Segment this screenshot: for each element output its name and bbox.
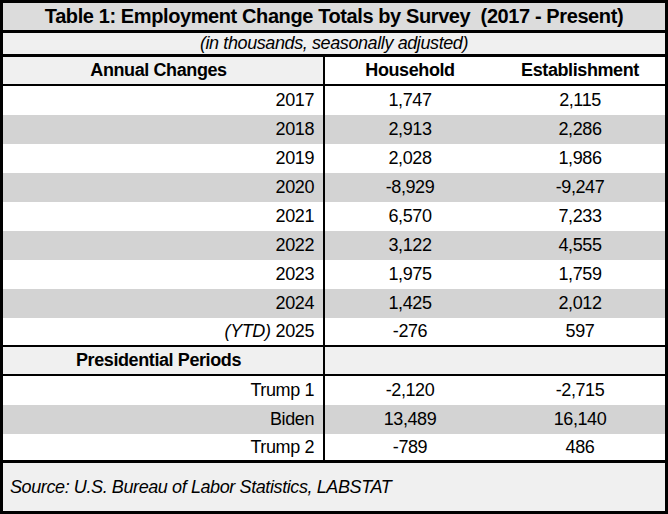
row-label: Trump 1 (3, 376, 325, 405)
table-row-2019: 2019 2,028 1,986 (3, 144, 665, 173)
table-row-2017: 2017 1,747 2,115 (3, 86, 665, 115)
table-row-2023: 2023 1,975 1,759 (3, 260, 665, 289)
table-subtitle-row: (in thousands, seasonally adjusted) (3, 33, 665, 57)
table-title-row: Table 1: Employment Change Totals by Sur… (3, 3, 665, 33)
row-label: 2019 (3, 144, 325, 173)
source-note: Source: U.S. Bureau of Labor Statistics,… (10, 477, 391, 498)
column-header-row: Annual Changes Household Establishment (3, 57, 665, 86)
cell-household: -789 (325, 434, 495, 460)
cell-establishment: 486 (495, 434, 665, 460)
empty-cell (325, 347, 495, 374)
table-row-2024: 2024 1,425 2,012 (3, 289, 665, 318)
table-row-2022: 2022 3,122 4,555 (3, 231, 665, 260)
ytd-prefix: (YTD) (225, 321, 271, 342)
row-label: 2017 (3, 86, 325, 115)
row-label: (YTD) 2025 (3, 318, 325, 345)
cell-establishment: 16,140 (495, 405, 665, 434)
cell-household: 1,747 (325, 86, 495, 115)
cell-establishment: 2,286 (495, 115, 665, 144)
cell-household: -276 (325, 318, 495, 345)
section-header-label: Presidential Periods (3, 347, 325, 374)
employment-change-table: Table 1: Employment Change Totals by Sur… (0, 0, 668, 514)
cell-household: 13,489 (325, 405, 495, 434)
cell-household: 2,913 (325, 115, 495, 144)
table-row-ytd-2025: (YTD) 2025 -276 597 (3, 318, 665, 347)
table-title: Table 1: Employment Change Totals by Sur… (45, 5, 623, 28)
column-header-establishment: Establishment (495, 57, 665, 84)
cell-establishment: 597 (495, 318, 665, 345)
cell-establishment: -2,715 (495, 376, 665, 405)
cell-household: 6,570 (325, 202, 495, 231)
cell-household: 2,028 (325, 144, 495, 173)
cell-establishment: 1,986 (495, 144, 665, 173)
table-row-biden: Biden 13,489 16,140 (3, 405, 665, 434)
cell-household: 3,122 (325, 231, 495, 260)
table-row-2020: 2020 -8,929 -9,247 (3, 173, 665, 202)
cell-household: 1,975 (325, 260, 495, 289)
row-label: 2020 (3, 173, 325, 202)
cell-establishment: -9,247 (495, 173, 665, 202)
row-year: 2025 (276, 321, 314, 342)
empty-cell (495, 347, 665, 374)
column-header-annual-changes: Annual Changes (3, 57, 325, 84)
row-label: Trump 2 (3, 434, 325, 460)
cell-establishment: 2,012 (495, 289, 665, 318)
cell-establishment: 4,555 (495, 231, 665, 260)
section-header-presidential-periods: Presidential Periods (3, 347, 665, 376)
row-label: 2024 (3, 289, 325, 318)
table-row-2018: 2018 2,913 2,286 (3, 115, 665, 144)
row-label: 2018 (3, 115, 325, 144)
cell-household: -2,120 (325, 376, 495, 405)
table-row-trump-1: Trump 1 -2,120 -2,715 (3, 376, 665, 405)
row-label: 2021 (3, 202, 325, 231)
table-subtitle: (in thousands, seasonally adjusted) (200, 33, 468, 54)
cell-household: -8,929 (325, 173, 495, 202)
cell-household: 1,425 (325, 289, 495, 318)
row-label: 2023 (3, 260, 325, 289)
source-note-row: Source: U.S. Bureau of Labor Statistics,… (3, 463, 665, 511)
cell-establishment: 1,759 (495, 260, 665, 289)
column-header-household: Household (325, 57, 495, 84)
cell-establishment: 2,115 (495, 86, 665, 115)
cell-establishment: 7,233 (495, 202, 665, 231)
row-label: 2022 (3, 231, 325, 260)
table-row-2021: 2021 6,570 7,233 (3, 202, 665, 231)
table-row-trump-2: Trump 2 -789 486 (3, 434, 665, 463)
row-label: Biden (3, 405, 325, 434)
